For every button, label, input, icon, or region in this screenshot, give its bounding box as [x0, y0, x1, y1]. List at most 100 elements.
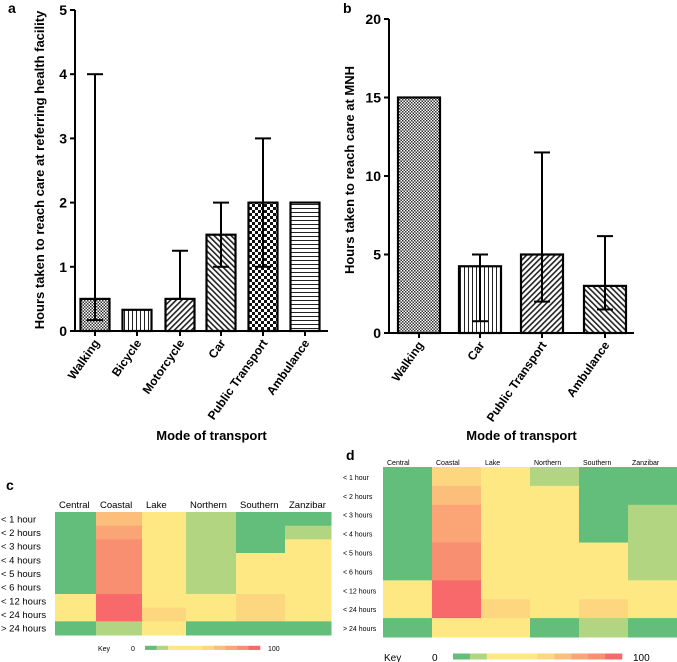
row-label: > 24 hours — [1, 624, 46, 635]
x-tick-label: Bicycle — [109, 336, 145, 379]
bar-bicycle — [121, 308, 153, 333]
heatmap-cell — [186, 553, 237, 568]
heatmap-cell — [285, 525, 332, 540]
heatmap-cell — [285, 580, 332, 595]
key-swatch — [469, 653, 488, 660]
y-tick-label: 3 — [59, 130, 67, 146]
heatmap-cell — [186, 566, 237, 581]
y-tick-label: 0 — [373, 325, 381, 341]
heatmap-cell — [142, 566, 187, 581]
x-tick-label: Car — [206, 336, 229, 361]
heatmap-cell — [481, 599, 531, 619]
x-tick-label: Ambulance — [264, 336, 313, 397]
error-bar — [255, 137, 271, 268]
y-tick-label: 5 — [373, 247, 381, 263]
heatmap-cell — [142, 621, 187, 636]
heatmap-cell — [383, 580, 433, 600]
heatmap-cell — [481, 485, 531, 506]
y-tick-label: 20 — [365, 11, 381, 27]
heatmap-cell — [383, 523, 433, 544]
row-label: < 1 hour — [343, 475, 370, 482]
x-tick-label: Ambulance — [564, 338, 613, 399]
heatmap-cell — [96, 539, 143, 554]
heatmap-cell — [383, 504, 433, 525]
row-label: < 2 hours — [343, 494, 373, 501]
heatmap-cell — [481, 504, 531, 525]
column-header: Northern — [190, 500, 227, 511]
x-tick-label: Walking — [65, 337, 103, 382]
row-label: < 24 hours — [343, 607, 377, 614]
heatmap-cell — [383, 542, 433, 562]
heatmap-cell — [383, 485, 433, 506]
key-swatch — [237, 645, 249, 650]
heatmap-cell — [432, 504, 482, 525]
key-min: 0 — [432, 653, 438, 662]
heatmap-cell — [96, 512, 143, 527]
heatmap-cell — [285, 607, 332, 622]
heatmap-cell — [579, 523, 629, 544]
heatmap-cell — [383, 467, 433, 487]
heatmap-cell — [186, 539, 237, 554]
heatmap-cell — [530, 542, 580, 562]
y-axis-title: Hours taken to reach care at MNH — [342, 66, 357, 274]
row-label: < 4 hours — [343, 532, 373, 539]
error-bar — [172, 249, 188, 300]
heatmap-c: Central Coastal Lake Northern Southern Zanzib… — [1, 500, 332, 653]
heatmap-cell — [432, 599, 482, 619]
heatmap-cell — [55, 512, 97, 527]
heatmap-cell — [236, 512, 286, 527]
heatmap-cell — [236, 607, 286, 622]
bar-chart-a: 0 1 2 3 4 5 Hours taken to reach care at refer… — [32, 2, 328, 443]
heatmap-cell — [530, 599, 580, 619]
panel-label-b: b — [343, 0, 352, 16]
color-key: Key 0 100 — [98, 645, 280, 653]
y-tick-label: 15 — [365, 90, 381, 106]
heatmap-cell — [579, 504, 629, 525]
heatmap-cell — [96, 580, 143, 595]
error-bar — [213, 201, 229, 268]
heatmap-cell — [96, 594, 143, 609]
key-swatch — [486, 653, 504, 660]
key-swatch — [554, 653, 572, 660]
error-bar — [87, 73, 103, 322]
heatmap-cell — [383, 618, 433, 638]
key-swatch — [605, 653, 623, 660]
row-label: < 24 hours — [1, 610, 46, 621]
y-tick-label: 2 — [59, 195, 67, 211]
heatmap-cell — [285, 553, 332, 568]
heatmap-cell — [579, 561, 629, 581]
heatmap-cell — [432, 618, 482, 638]
heatmap-cell — [579, 618, 629, 638]
y-tick-label: 0 — [59, 323, 67, 339]
heatmap-cell — [142, 525, 187, 540]
heatmap-cell — [579, 467, 629, 487]
key-swatch — [588, 653, 606, 660]
heatmap-cell — [628, 504, 677, 525]
heatmap-cell — [55, 580, 97, 595]
heatmap-cell — [481, 561, 531, 581]
heatmap-cell — [628, 523, 677, 544]
heatmap-cell — [236, 566, 286, 581]
heatmap-cell — [236, 553, 286, 568]
heatmap-cell — [530, 618, 580, 638]
key-swatch — [168, 645, 180, 650]
heatmap-cell — [186, 525, 237, 540]
key-swatch — [503, 653, 521, 660]
y-tick-label: 1 — [59, 259, 67, 275]
bar-walking — [396, 96, 442, 335]
key-swatch — [571, 653, 589, 660]
key-swatch — [179, 645, 192, 650]
key-swatch — [537, 653, 555, 660]
y-tick-label: 10 — [365, 168, 381, 184]
heatmap-cell — [628, 618, 677, 638]
x-tick-label: Car — [465, 338, 488, 363]
column-header: Coastal — [100, 500, 132, 511]
key-swatch — [202, 645, 215, 650]
heatmap-cell — [142, 580, 187, 595]
heatmap-cell — [481, 467, 531, 487]
heatmap-cell — [628, 561, 677, 581]
heatmap-cell — [285, 621, 332, 636]
heatmap-cell — [628, 542, 677, 562]
heatmap-cell — [96, 621, 143, 636]
row-label: > 24 hours — [343, 626, 377, 633]
